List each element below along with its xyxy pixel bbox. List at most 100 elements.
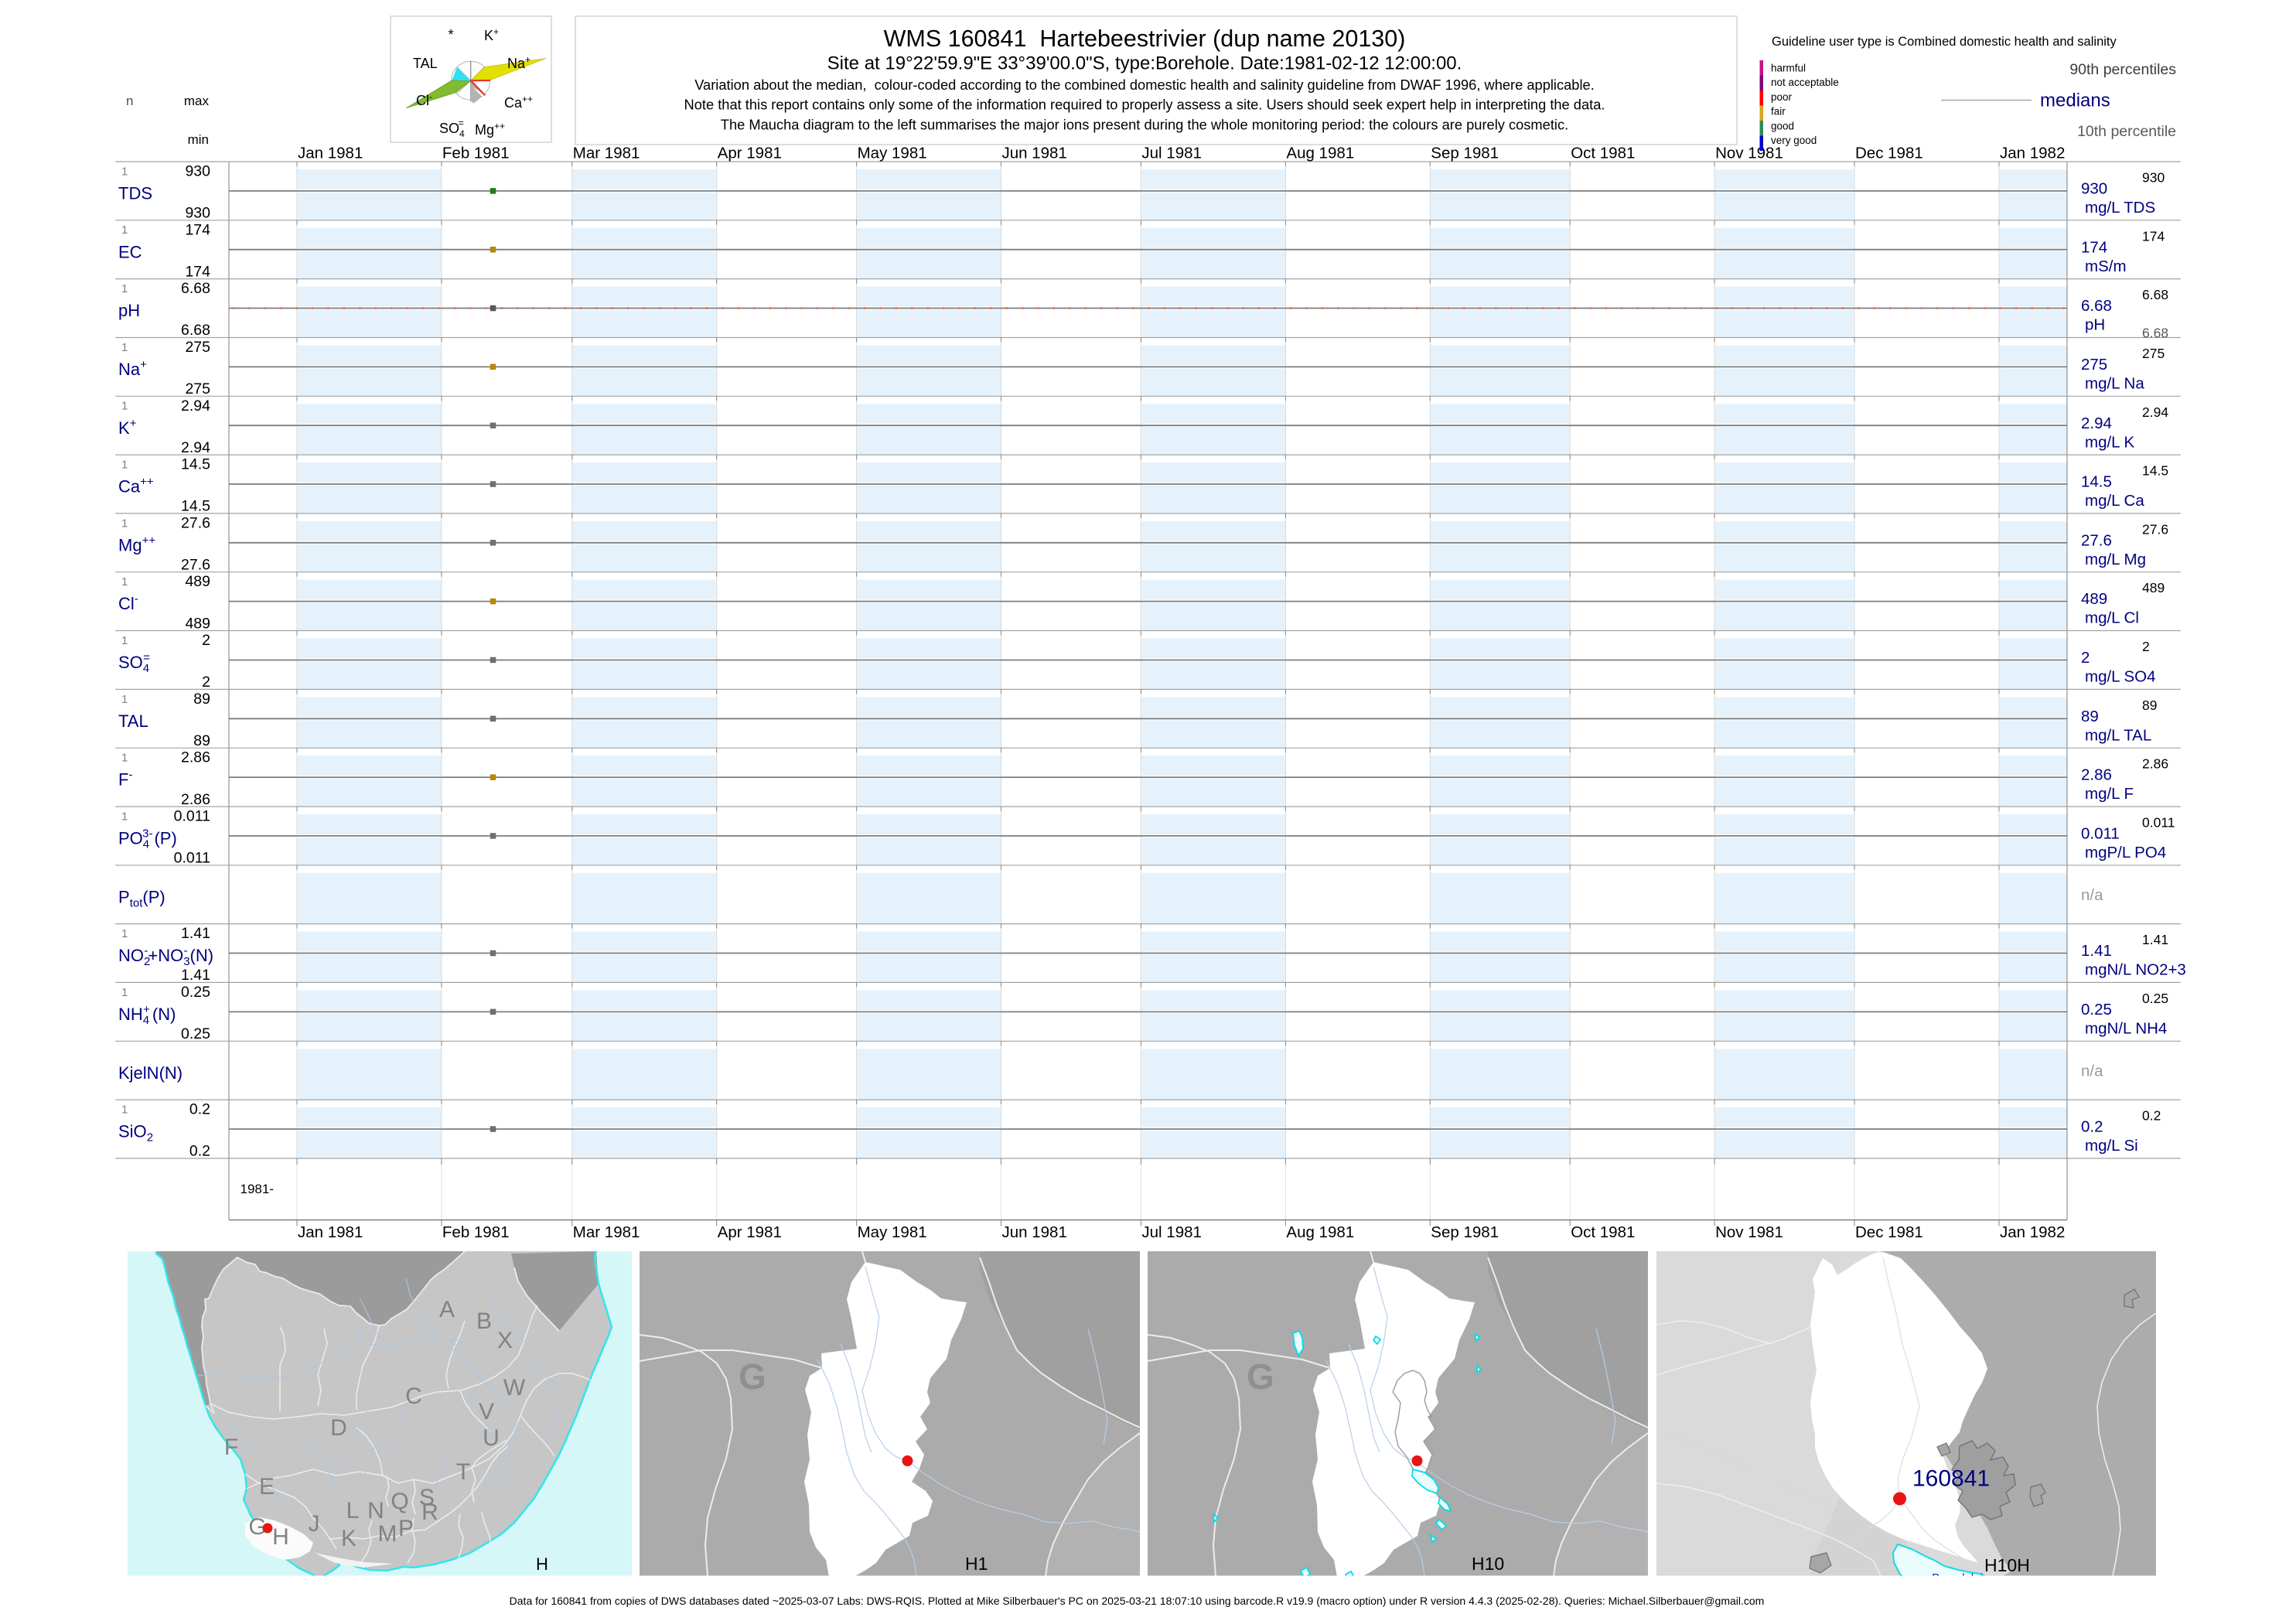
- svg-text:0.25: 0.25: [181, 1025, 210, 1042]
- svg-text:SO4=: SO4=: [439, 118, 465, 139]
- svg-text:0.2: 0.2: [2142, 1108, 2161, 1124]
- svg-text:F: F: [224, 1435, 238, 1460]
- svg-text:T: T: [456, 1459, 470, 1485]
- svg-text:Aug 1981: Aug 1981: [1286, 145, 1354, 162]
- svg-text:n/a: n/a: [2081, 1062, 2103, 1080]
- svg-text:6.68: 6.68: [181, 280, 210, 297]
- svg-text:H: H: [272, 1524, 289, 1550]
- svg-text:489: 489: [2142, 580, 2165, 595]
- svg-text:Feb 1981: Feb 1981: [442, 145, 510, 162]
- svg-text:Aug 1981: Aug 1981: [1286, 1223, 1354, 1241]
- svg-text:Jul 1981: Jul 1981: [1141, 145, 1202, 162]
- svg-text:pH: pH: [118, 301, 140, 320]
- svg-text:Cl-: Cl-: [416, 91, 432, 108]
- svg-text:mg/L TAL: mg/L TAL: [2085, 726, 2151, 744]
- svg-text:1981-: 1981-: [241, 1182, 274, 1196]
- svg-text:mg/L Na: mg/L Na: [2085, 375, 2144, 393]
- svg-text:0.2: 0.2: [2081, 1118, 2103, 1136]
- svg-text:N: N: [367, 1498, 384, 1523]
- svg-text:mgN/L NH4: mgN/L NH4: [2085, 1019, 2167, 1037]
- svg-text:fair: fair: [1771, 106, 1786, 118]
- svg-text:275: 275: [185, 339, 210, 356]
- svg-text:E: E: [259, 1474, 275, 1499]
- svg-text:n: n: [126, 94, 133, 108]
- svg-text:1.41: 1.41: [2081, 942, 2112, 960]
- svg-text:R: R: [421, 1499, 438, 1525]
- svg-text:6.68: 6.68: [2081, 297, 2112, 315]
- svg-text:TAL: TAL: [118, 711, 148, 731]
- svg-text:1: 1: [121, 575, 128, 589]
- svg-text:mg/L Ca: mg/L Ca: [2085, 492, 2144, 510]
- svg-text:Nov 1981: Nov 1981: [1715, 145, 1783, 162]
- svg-text:mgP/L PO4: mgP/L PO4: [2085, 844, 2166, 861]
- svg-text:2.86: 2.86: [2142, 756, 2168, 772]
- svg-text:14.5: 14.5: [181, 498, 210, 515]
- svg-text:Jan 1982: Jan 1982: [2000, 1223, 2065, 1241]
- svg-text:P: P: [398, 1516, 414, 1541]
- svg-text:poor: poor: [1771, 91, 1793, 103]
- svg-text:2.86: 2.86: [2081, 766, 2112, 784]
- svg-text:G: G: [1247, 1356, 1274, 1397]
- svg-text:1: 1: [121, 752, 128, 765]
- svg-text:Oct 1981: Oct 1981: [1571, 1223, 1635, 1241]
- svg-text:1.41: 1.41: [2142, 932, 2168, 947]
- svg-text:930: 930: [185, 163, 210, 180]
- svg-text:H10: H10: [1472, 1554, 1504, 1574]
- svg-text:mg/L Cl: mg/L Cl: [2085, 609, 2139, 627]
- svg-text:Na+: Na+: [507, 54, 531, 71]
- svg-text:C: C: [405, 1383, 422, 1409]
- svg-text:NH4+(N): NH4+ (N): [118, 1003, 176, 1027]
- svg-text:*: *: [448, 27, 453, 43]
- svg-text:1: 1: [121, 810, 128, 823]
- svg-text:mg/L TDS: mg/L TDS: [2085, 199, 2155, 217]
- svg-text:1.41: 1.41: [181, 967, 210, 984]
- svg-text:Oct 1981: Oct 1981: [1571, 145, 1635, 162]
- svg-text:930: 930: [185, 205, 210, 222]
- svg-text:1: 1: [121, 634, 128, 647]
- svg-text:Nov 1981: Nov 1981: [1715, 1223, 1783, 1241]
- svg-text:0.011: 0.011: [174, 850, 210, 867]
- svg-text:1: 1: [121, 927, 128, 940]
- svg-text:14.5: 14.5: [181, 456, 210, 473]
- svg-text:1: 1: [121, 223, 128, 237]
- svg-text:medians: medians: [2040, 90, 2110, 111]
- svg-text:Mar 1981: Mar 1981: [573, 145, 640, 162]
- svg-text:0.011: 0.011: [174, 808, 210, 825]
- svg-text:mg/L F: mg/L F: [2085, 785, 2134, 803]
- svg-text:6.68: 6.68: [181, 322, 210, 339]
- svg-text:0.25: 0.25: [181, 984, 210, 1001]
- svg-text:X: X: [497, 1328, 513, 1353]
- svg-text:Sep 1981: Sep 1981: [1431, 145, 1499, 162]
- svg-text:1: 1: [121, 986, 128, 999]
- svg-text:mg/L K: mg/L K: [2085, 433, 2135, 451]
- svg-text:14.5: 14.5: [2081, 473, 2112, 491]
- svg-text:Q: Q: [391, 1489, 408, 1514]
- svg-text:Mg++: Mg++: [118, 534, 155, 554]
- svg-text:930: 930: [2142, 170, 2165, 186]
- svg-text:0.2: 0.2: [189, 1101, 210, 1118]
- svg-text:89: 89: [193, 691, 210, 708]
- svg-text:Jan 1982: Jan 1982: [2000, 145, 2065, 162]
- svg-text:S: S: [419, 1485, 435, 1510]
- svg-text:G: G: [248, 1514, 266, 1540]
- svg-text:H1: H1: [965, 1554, 988, 1574]
- svg-text:Apr 1981: Apr 1981: [718, 1223, 782, 1241]
- svg-text:0.25: 0.25: [2142, 991, 2168, 1006]
- svg-text:Feb 1981: Feb 1981: [442, 1223, 510, 1241]
- svg-text:1: 1: [121, 517, 128, 530]
- svg-text:mg/L Si: mg/L Si: [2085, 1137, 2138, 1155]
- svg-text:275: 275: [185, 380, 210, 397]
- svg-text:Variation about the median, c: Variation about the median, colour-coded…: [694, 77, 1595, 93]
- svg-text:Dec 1981: Dec 1981: [1855, 145, 1923, 162]
- svg-text:2.94: 2.94: [181, 439, 210, 456]
- svg-text:6.68: 6.68: [2142, 326, 2168, 341]
- svg-text:2: 2: [202, 632, 210, 649]
- svg-text:NO2-+NO3-(N): NO2-+NO3- (N): [118, 944, 213, 968]
- svg-text:2: 2: [202, 674, 210, 691]
- svg-text:6.68: 6.68: [2142, 287, 2168, 302]
- svg-text:2.94: 2.94: [2081, 415, 2112, 432]
- svg-text:1: 1: [121, 693, 128, 706]
- svg-text:1: 1: [121, 400, 128, 413]
- svg-text:n/a: n/a: [2081, 886, 2103, 904]
- svg-text:WMS 160841 Hartebeestrivier (: WMS 160841 Hartebeestrivier (dup name 20…: [884, 26, 1406, 52]
